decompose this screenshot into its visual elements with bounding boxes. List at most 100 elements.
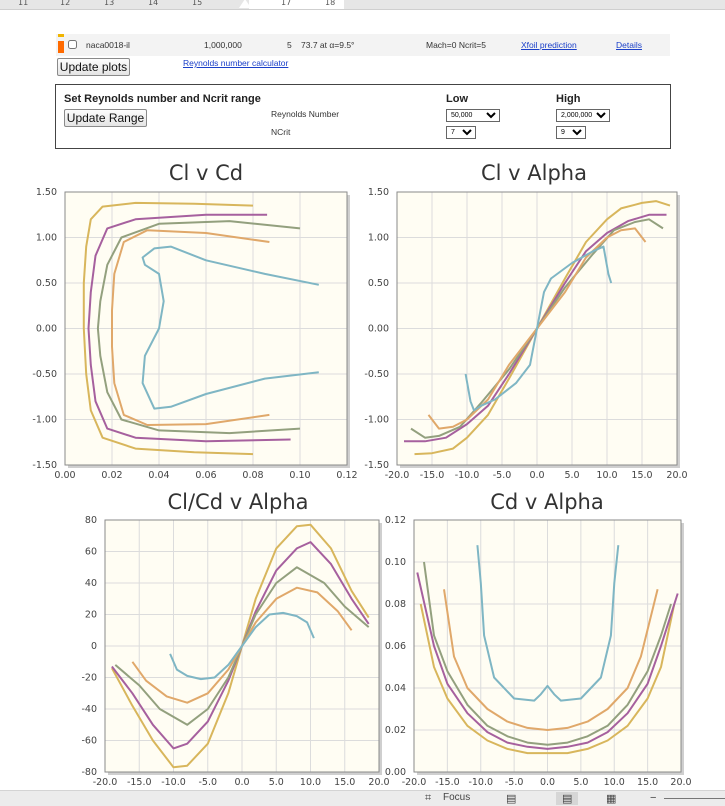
y-tick-label: -0.50 (32, 369, 57, 380)
y-tick-label: 80 (85, 515, 97, 526)
x-tick-label: -15.0 (127, 777, 152, 788)
y-tick-label: 40 (85, 578, 97, 589)
ruler-tick: 11 (18, 0, 29, 7)
reynolds-calculator-link[interactable]: Reynolds number calculator (183, 58, 289, 68)
focus-label[interactable]: Focus (443, 792, 471, 803)
y-tick-label: 0 (91, 641, 97, 652)
reynolds-low-select[interactable]: 50,000 (446, 109, 500, 122)
y-tick-label: 0.00 (36, 324, 57, 335)
web-layout-icon[interactable]: ▦ (606, 793, 617, 805)
y-tick-label: 0.00 (368, 324, 389, 335)
series-line (464, 245, 613, 412)
y-tick-label: -80 (81, 767, 97, 778)
y-tick-label: 0.02 (385, 725, 406, 736)
chart-title: Cl v Cd (168, 161, 244, 185)
chart-title: Cl v Alpha (481, 161, 587, 185)
x-tick-label: 0.06 (195, 470, 216, 481)
xfoil-prediction-link[interactable]: Xfoil prediction (521, 40, 577, 50)
x-tick-label: 5.0 (573, 777, 588, 788)
series-line (419, 603, 676, 755)
x-tick-label: -15.0 (420, 470, 445, 481)
color-swatch (58, 41, 64, 53)
series-line (416, 572, 679, 750)
ruler-tick: 13 (104, 0, 115, 7)
y-tick-label: 0.50 (368, 278, 389, 289)
airfoil-checkbox[interactable] (68, 40, 77, 49)
series-line (141, 245, 319, 410)
ruler: 11 12 13 14 15 17 18 (0, 0, 725, 10)
y-tick-label: 0.06 (385, 641, 406, 652)
x-tick-label: 0.00 (54, 470, 75, 481)
cl-alpha-chart: -20.0 -15.0 -10.0 -5.0 0.0 5.0 10.0 15.0 20.0 -1.… (364, 187, 687, 481)
details-link[interactable]: Details (616, 40, 642, 50)
airfoil-name: naca0018-il (86, 40, 130, 50)
x-tick-label: 20.0 (666, 470, 687, 481)
y-tick-label: 0.12 (385, 515, 406, 526)
y-tick-label: 0.10 (385, 557, 406, 568)
x-tick-label: -20.0 (93, 777, 118, 788)
y-tick-label: 0.00 (385, 767, 406, 778)
reynolds-high-select[interactable]: 2,000,000 (556, 109, 610, 122)
x-tick-label: 10.0 (604, 777, 625, 788)
zoom-slider[interactable] (664, 798, 725, 799)
airfoil-row: naca0018-il 1,000,000 5 73.7 at α=9.5° M… (56, 34, 670, 56)
x-tick-label: -20.0 (385, 470, 410, 481)
series-line (111, 229, 270, 426)
clcd-alpha-chart: -20.0 -15.0 -10.0 -5.0 0.0 5.0 10.0 15.0 20.0 -80… (81, 515, 389, 788)
x-tick-label: -10.0 (161, 777, 186, 788)
ncrit-high-select[interactable]: 9 (556, 126, 586, 139)
print-layout-icon[interactable]: ▤ (556, 792, 579, 805)
update-plots-button[interactable]: Update plots (57, 58, 130, 76)
focus-icon[interactable]: ⌗ (425, 792, 432, 804)
y-tick-label: -1.50 (364, 460, 389, 471)
y-tick-label: -20 (81, 673, 97, 684)
max-clcd: 73.7 at α=9.5° (301, 40, 355, 50)
y-tick-label: -60 (81, 736, 97, 747)
range-panel-title: Set Reynolds number and Ncrit range (64, 93, 261, 105)
ncrit-value: 5 (287, 40, 292, 50)
y-tick-label: 60 (85, 547, 97, 558)
reynolds-value: 1,000,000 (204, 40, 242, 50)
cl-cd-chart: 0.00 0.02 0.04 0.06 0.08 0.10 0.12 -1.50 -1.00 -0… (32, 187, 357, 481)
y-tick-label: 1.50 (368, 187, 389, 198)
chart-title: Cl/Cd v Alpha (167, 490, 309, 514)
x-tick-label: -5.0 (198, 777, 217, 788)
ncrit-low-select[interactable]: 7 (446, 126, 476, 139)
y-tick-label: 1.00 (368, 233, 389, 244)
x-tick-label: 0.12 (336, 470, 357, 481)
series-line (423, 561, 672, 746)
series-line (443, 589, 659, 731)
ruler-indent-marker[interactable] (239, 0, 251, 8)
y-tick-label: 0.08 (385, 599, 406, 610)
cd-alpha-chart: -20.0 -15.0 -10.0 -5.0 0.0 5.0 10.0 15.0 20.0 0.0… (385, 515, 692, 788)
x-tick-label: -5.0 (493, 470, 512, 481)
x-tick-label: 0.04 (148, 470, 169, 481)
ruler-tick: 18 (325, 0, 336, 7)
ruler-tabstop (249, 0, 344, 9)
y-tick-label: 0.50 (36, 278, 57, 289)
series-line (414, 200, 671, 456)
x-tick-label: 5.0 (564, 470, 579, 481)
x-tick-label: 10.0 (300, 777, 321, 788)
x-tick-label: 20.0 (670, 777, 691, 788)
status-bar: ⌗ Focus ▤ ▤ ▦ − (0, 790, 725, 806)
zoom-out-icon[interactable]: − (650, 792, 657, 804)
x-tick-label: -5.0 (505, 777, 524, 788)
x-tick-label: 10.0 (596, 470, 617, 481)
update-range-button[interactable]: Update Range (64, 109, 147, 127)
range-panel: Set Reynolds number and Ncrit range Upda… (55, 84, 671, 149)
x-tick-label: 0.02 (101, 470, 122, 481)
prev-color-swatch (58, 34, 64, 37)
y-tick-label: -1.50 (32, 460, 57, 471)
read-mode-icon[interactable]: ▤ (506, 793, 517, 805)
x-tick-label: 15.0 (637, 777, 658, 788)
y-tick-label: 1.00 (36, 233, 57, 244)
plot-border (104, 519, 380, 773)
x-tick-label: -10.0 (455, 470, 480, 481)
reynolds-number-label: Reynolds Number (271, 109, 340, 119)
x-tick-label: 0.0 (234, 777, 249, 788)
high-header: High (556, 93, 581, 105)
x-tick-label: 0.10 (289, 470, 310, 481)
ncrit-label: NCrit (271, 127, 291, 137)
ruler-tick: 14 (148, 0, 159, 7)
